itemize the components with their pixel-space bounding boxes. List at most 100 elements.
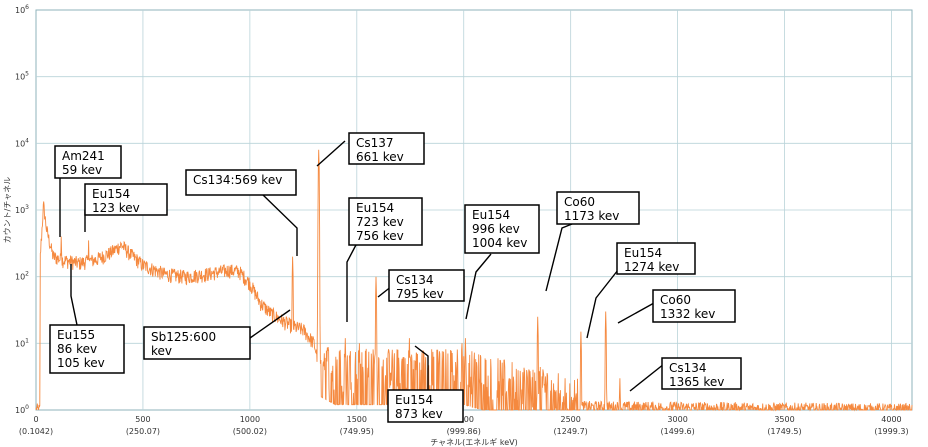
annotation-label: Am241 <box>62 149 105 163</box>
annotation-label: 105 kev <box>57 356 105 370</box>
leader-co60-1332 <box>617 302 655 324</box>
y-tick-label-1: 101 <box>15 337 29 348</box>
leader-cs134-1365 <box>629 363 665 392</box>
annotation-label: 1173 kev <box>564 209 619 223</box>
leader-sb125 <box>249 309 291 339</box>
x-tick-label-7: 3500 <box>774 415 794 424</box>
annotation-label: 996 kev <box>472 222 520 236</box>
annotation-frame <box>616 242 696 275</box>
x-tick-label-3: 1500 <box>347 415 367 424</box>
annotation-frame <box>143 326 251 360</box>
spectrum-series <box>35 149 913 412</box>
annotation-label: 123 kev <box>92 201 140 215</box>
x-tick-energy-1: (250.07) <box>126 427 160 436</box>
annotation-frame <box>387 389 464 423</box>
leader-co60-1173 <box>545 223 573 292</box>
leader-eu155 <box>70 264 78 326</box>
annotation-label: kev <box>151 344 172 358</box>
x-tick-label-2: 1000 <box>240 415 260 424</box>
annotation-label: 1274 kev <box>624 260 679 274</box>
x-tick-energy-3: (749.95) <box>340 427 374 436</box>
y-tick-label-5: 105 <box>15 71 29 82</box>
annotation-frame <box>54 145 122 179</box>
annotation-label: 723 kev <box>356 215 404 229</box>
annotation-label: 1365 kev <box>669 375 724 389</box>
leader-cs134-569 <box>261 193 298 256</box>
x-tick-label-0: 0 <box>33 415 38 424</box>
y-axis-ticks: 100 101 102 103 104 105 106 <box>15 4 29 415</box>
x-tick-energy-6: (1499.6) <box>660 427 694 436</box>
annotation-frame <box>84 183 168 216</box>
annotation-frame <box>185 169 297 196</box>
annotation-frame <box>348 197 423 246</box>
leader-eu154-996 <box>465 253 492 320</box>
annotation-label: Eu154 <box>356 201 394 215</box>
annotation-label: 795 kev <box>396 287 444 301</box>
annotation-box: Cs134:569 kev <box>185 169 297 196</box>
annotation-label: Eu155 <box>57 328 95 342</box>
annotation-frame <box>661 357 742 390</box>
annotation-label: Cs134 <box>669 361 707 375</box>
annotation-label: 661 kev <box>356 150 404 164</box>
annotation-frame <box>464 204 540 254</box>
y-tick-label-4: 104 <box>15 137 29 148</box>
annotation-label: Sb125:600 <box>151 330 216 344</box>
y-tick-label-6: 106 <box>15 4 29 15</box>
annotation-label: 86 kev <box>57 342 97 356</box>
annotation-frame <box>388 269 465 302</box>
y-tick-label-0: 100 <box>15 404 29 415</box>
x-tick-energy-4: (999.86) <box>447 427 481 436</box>
annotation-frame <box>49 324 125 374</box>
annotation-frame <box>348 132 425 165</box>
annotation-frame <box>652 289 736 323</box>
annotation-label: Cs137 <box>356 136 394 150</box>
x-tick-energy-7: (1749.5) <box>767 427 801 436</box>
y-tick-label-3: 103 <box>15 204 29 215</box>
annotation-frame <box>556 191 640 225</box>
x-tick-energy-2: (500.02) <box>233 427 267 436</box>
x-tick-label-6: 3000 <box>667 415 687 424</box>
annotation-label: Eu154 <box>92 187 130 201</box>
annotation-label: 59 kev <box>62 163 102 177</box>
annotation-label: Cs134:569 kev <box>193 173 282 187</box>
annotation-label: Eu154 <box>472 208 510 222</box>
annotation-label: Eu154 <box>395 393 433 407</box>
y-tick-label-2: 102 <box>15 271 29 282</box>
annotation-leader-lines <box>59 140 665 392</box>
annotation-label: Cs134 <box>396 273 434 287</box>
x-tick-energy-5: (1249.7) <box>554 427 588 436</box>
annotation-label: Eu154 <box>624 246 662 260</box>
annotation-label: Co60 <box>564 195 595 209</box>
annotation-label: 873 kev <box>395 407 443 421</box>
x-tick-label-8: 4000 <box>881 415 901 424</box>
x-tick-label-5: 2500 <box>560 415 580 424</box>
leader-eu154-873 <box>414 345 429 390</box>
annotation-label: 1004 kev <box>472 236 527 250</box>
leader-cs137 <box>316 140 346 167</box>
x-tick-label-1: 500 <box>135 415 150 424</box>
spectrum-line <box>35 149 913 412</box>
annotation-label: Co60 <box>660 293 691 307</box>
leader-eu154-1274 <box>586 269 619 339</box>
x-tick-energy-8: (1999.3) <box>874 427 908 436</box>
x-tick-energy-0: (0.1042) <box>19 427 53 436</box>
annotation-label: 1332 kev <box>660 307 715 321</box>
y-axis-label: カウント/チャネル <box>3 177 12 244</box>
leader-eu154-723 <box>346 242 358 322</box>
annotation-label: 756 kev <box>356 229 404 243</box>
x-axis-label: チャネル(エネルギ keV) <box>430 438 517 447</box>
